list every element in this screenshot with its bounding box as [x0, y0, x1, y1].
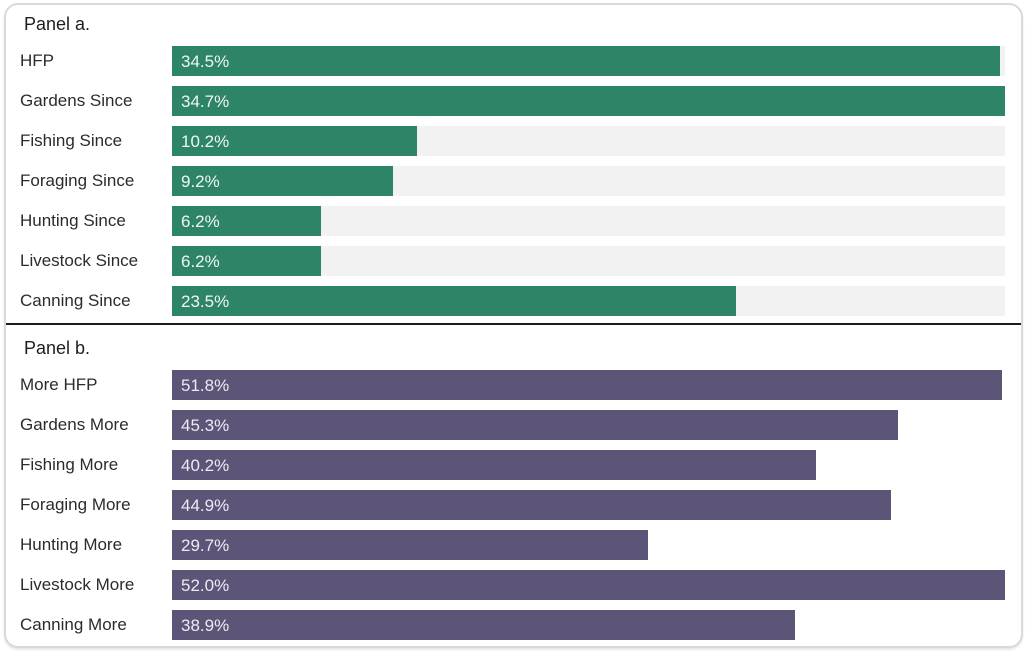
- bar-track: 29.7%: [172, 530, 1005, 560]
- category-label: Canning Since: [20, 290, 131, 310]
- bar: 45.3%: [172, 410, 898, 440]
- value-label: 51.8%: [181, 375, 230, 395]
- panel-a: Panel a. HFP 34.5% Gardens Since 34.7% F…: [20, 11, 1005, 321]
- bar-track: 45.3%: [172, 410, 1005, 440]
- value-label: 10.2%: [181, 131, 230, 151]
- panel-divider: [6, 323, 1021, 325]
- category-label: Fishing More: [20, 454, 119, 474]
- panel-b-bar-rows: More HFP 51.8% Gardens More 45.3% Fishin…: [20, 365, 1005, 645]
- category-label: Foraging Since: [20, 170, 135, 190]
- bar: 51.8%: [172, 370, 1002, 400]
- bar-row: Foraging More 44.9%: [20, 485, 1005, 525]
- panel-b: Panel b. More HFP 51.8% Gardens More 45.…: [20, 335, 1005, 645]
- bar-row: More HFP 51.8%: [20, 365, 1005, 405]
- bar-row: Gardens More 45.3%: [20, 405, 1005, 445]
- bar: 6.2%: [172, 246, 321, 276]
- bar-track: 38.9%: [172, 610, 1005, 640]
- category-label: Foraging More: [20, 494, 131, 514]
- bar-track: 23.5%: [172, 286, 1005, 316]
- bar-row: Canning More 38.9%: [20, 605, 1005, 645]
- bar-track: 52.0%: [172, 570, 1005, 600]
- bar-row: Fishing Since 10.2%: [20, 121, 1005, 161]
- bar-track: 6.2%: [172, 206, 1005, 236]
- bar: 40.2%: [172, 450, 816, 480]
- bar: 52.0%: [172, 570, 1005, 600]
- category-label: More HFP: [20, 374, 98, 394]
- bar-row: HFP 34.5%: [20, 41, 1005, 81]
- bar: 34.5%: [172, 46, 1001, 76]
- category-label: HFP: [20, 50, 54, 70]
- bar-row: Fishing More 40.2%: [20, 445, 1005, 485]
- bar-row: Livestock Since 6.2%: [20, 241, 1005, 281]
- bar-row: Livestock More 52.0%: [20, 565, 1005, 605]
- value-label: 44.9%: [181, 495, 230, 515]
- value-label: 34.7%: [181, 91, 230, 111]
- value-label: 34.5%: [181, 51, 230, 71]
- chart-card: Panel a. HFP 34.5% Gardens Since 34.7% F…: [4, 3, 1023, 648]
- category-label: Gardens More: [20, 414, 129, 434]
- bar-row: Foraging Since 9.2%: [20, 161, 1005, 201]
- value-label: 38.9%: [181, 615, 230, 635]
- bar: 38.9%: [172, 610, 796, 640]
- value-label: 45.3%: [181, 415, 230, 435]
- value-label: 6.2%: [181, 251, 220, 271]
- bar-track: 34.7%: [172, 86, 1005, 116]
- category-label: Gardens Since: [20, 90, 133, 110]
- category-label: Livestock Since: [20, 250, 139, 270]
- bar-row: Canning Since 23.5%: [20, 281, 1005, 321]
- bar-row: Hunting More 29.7%: [20, 525, 1005, 565]
- bar: 10.2%: [172, 126, 417, 156]
- value-label: 6.2%: [181, 211, 220, 231]
- value-label: 9.2%: [181, 171, 220, 191]
- panel-a-bar-rows: HFP 34.5% Gardens Since 34.7% Fishing Si…: [20, 41, 1005, 321]
- value-label: 52.0%: [181, 575, 230, 595]
- bar: 44.9%: [172, 490, 892, 520]
- bar: 29.7%: [172, 530, 648, 560]
- bar: 34.7%: [172, 86, 1005, 116]
- bar: 9.2%: [172, 166, 393, 196]
- panel-b-title: Panel b.: [24, 338, 91, 358]
- bar-row: Gardens Since 34.7%: [20, 81, 1005, 121]
- bar-track: 51.8%: [172, 370, 1005, 400]
- bar-row: Hunting Since 6.2%: [20, 201, 1005, 241]
- category-label: Hunting More: [20, 534, 123, 554]
- bar: 23.5%: [172, 286, 737, 316]
- value-label: 29.7%: [181, 535, 230, 555]
- category-label: Canning More: [20, 614, 127, 634]
- bar-track: 34.5%: [172, 46, 1005, 76]
- category-label: Fishing Since: [20, 130, 123, 150]
- category-label: Hunting Since: [20, 210, 126, 230]
- category-label: Livestock More: [20, 574, 135, 594]
- bar-track: 44.9%: [172, 490, 1005, 520]
- panel-a-title: Panel a.: [24, 14, 91, 34]
- bar-track: 6.2%: [172, 246, 1005, 276]
- bar-track: 10.2%: [172, 126, 1005, 156]
- bar-track: 9.2%: [172, 166, 1005, 196]
- value-label: 23.5%: [181, 291, 230, 311]
- value-label: 40.2%: [181, 455, 230, 475]
- bar-track: 40.2%: [172, 450, 1005, 480]
- bar: 6.2%: [172, 206, 321, 236]
